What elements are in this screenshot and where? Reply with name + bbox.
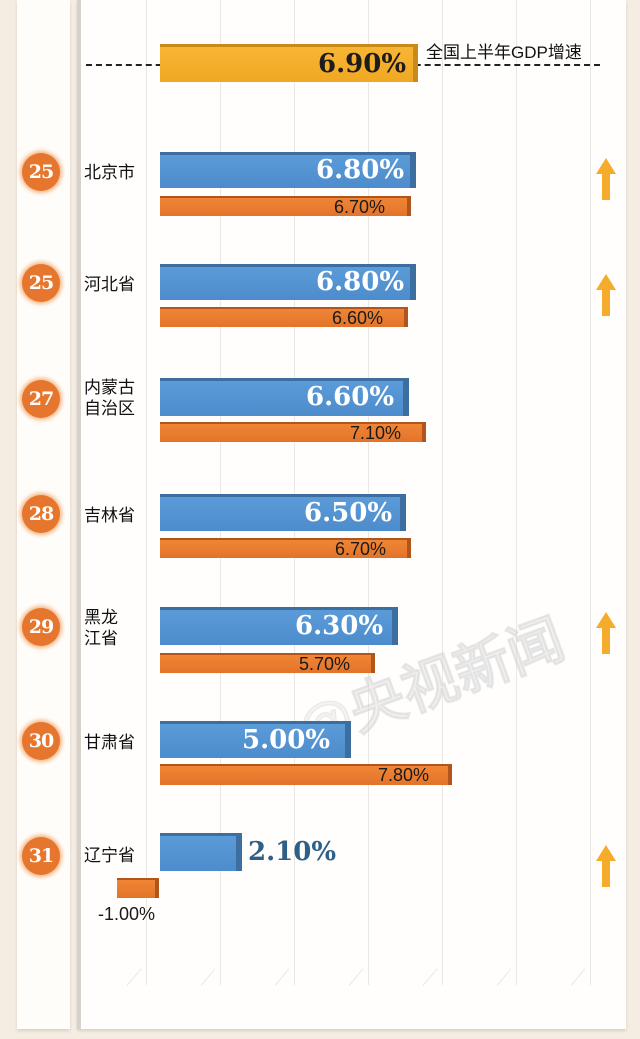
current-value: 6.60% xyxy=(306,382,395,412)
current-bar xyxy=(160,378,409,416)
arrow-up-icon xyxy=(596,158,616,200)
arrow-up-icon xyxy=(596,612,616,654)
arrow-up-icon xyxy=(596,274,616,316)
previous-value: 5.70% xyxy=(299,654,351,674)
national-label: 全国上半年GDP增速 xyxy=(426,43,582,62)
gridline xyxy=(368,0,369,985)
rank-badge: 29 xyxy=(22,608,60,646)
previous-bar xyxy=(160,764,452,785)
province-name: 吉林省 xyxy=(84,506,135,525)
previous-bar xyxy=(117,878,159,898)
gridline xyxy=(220,0,221,985)
current-value: 6.80% xyxy=(316,155,405,185)
current-bar xyxy=(160,264,416,300)
previous-bar xyxy=(160,196,411,216)
previous-value: -1.00% xyxy=(98,904,156,924)
gridline xyxy=(442,0,443,985)
province-name: 内蒙古 自治区 xyxy=(84,378,135,418)
previous-value: 7.10% xyxy=(350,423,402,443)
current-bar xyxy=(160,721,351,758)
national-value: 6.90% xyxy=(318,49,407,79)
rank-badge: 30 xyxy=(22,722,60,760)
current-bar xyxy=(160,607,398,645)
rank-badge: 31 xyxy=(22,837,60,875)
gridline xyxy=(146,0,147,985)
previous-value: 6.70% xyxy=(335,539,387,559)
province-name: 河北省 xyxy=(84,275,135,294)
previous-bar xyxy=(160,422,426,442)
previous-bar xyxy=(160,653,375,673)
previous-value: 6.70% xyxy=(334,197,386,217)
current-value: 6.50% xyxy=(304,498,393,528)
national-bar xyxy=(160,44,418,82)
rank-badge: 25 xyxy=(22,153,60,191)
previous-bar xyxy=(160,307,408,327)
gridline xyxy=(516,0,517,985)
rank-badge: 27 xyxy=(22,380,60,418)
previous-value: 7.80% xyxy=(378,765,430,785)
current-bar xyxy=(160,494,406,531)
gridline xyxy=(590,0,591,985)
current-value: 6.30% xyxy=(295,611,384,641)
province-name: 黑龙 江省 xyxy=(84,608,118,648)
rank-badge: 25 xyxy=(22,264,60,302)
previous-value: 6.60% xyxy=(332,308,384,328)
province-name: 甘肃省 xyxy=(84,733,135,752)
gridline xyxy=(294,0,295,985)
current-value: 2.10% xyxy=(248,837,337,867)
province-name: 北京市 xyxy=(84,163,135,182)
arrow-up-icon xyxy=(596,845,616,887)
rank-badge: 28 xyxy=(22,495,60,533)
province-name: 辽宁省 xyxy=(84,846,135,865)
current-bar xyxy=(160,152,416,188)
current-bar xyxy=(160,833,242,871)
previous-bar xyxy=(160,538,411,558)
current-value: 6.80% xyxy=(316,267,405,297)
current-value: 5.00% xyxy=(242,725,331,755)
